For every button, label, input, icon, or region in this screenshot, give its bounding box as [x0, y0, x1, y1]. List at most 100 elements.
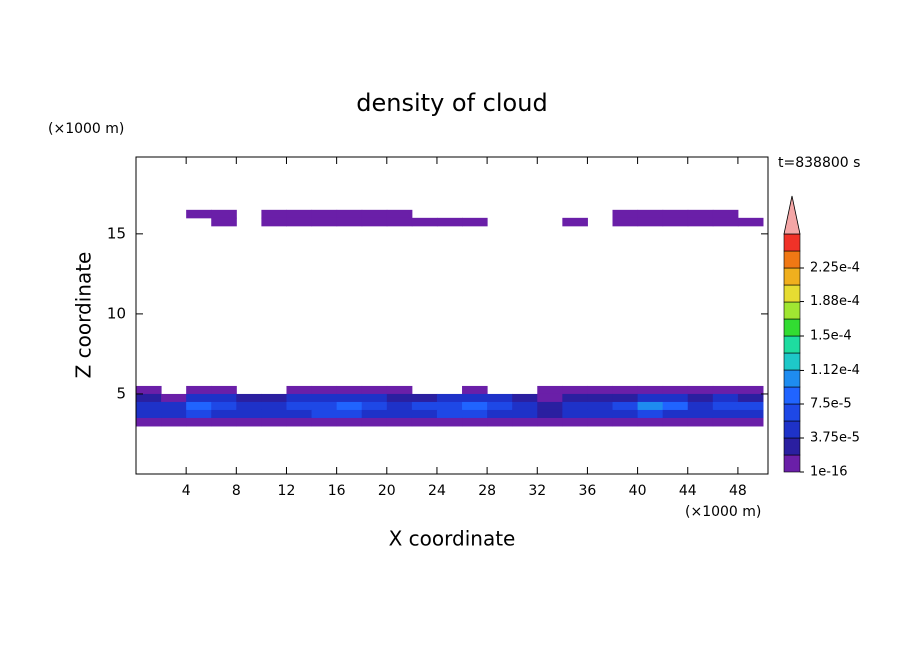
density-cell [637, 217, 664, 227]
density-cell [211, 209, 237, 219]
density-cell [361, 217, 388, 227]
density-cell [261, 209, 287, 219]
colorbar-box [783, 369, 801, 388]
density-cell [712, 209, 739, 219]
density-cell [236, 401, 262, 411]
density-cell [487, 409, 513, 419]
y-unit: (×1000 m) [48, 121, 124, 137]
density-cell [386, 393, 413, 403]
colorbar-label: 1e-16 [810, 465, 848, 480]
colorbar-label: 1.5e-4 [810, 329, 852, 344]
density-cell [436, 409, 463, 419]
density-cell [336, 401, 363, 411]
colorbar-box [783, 301, 801, 320]
x-tick-label: 48 [729, 483, 747, 499]
chart-title: density of cloud [356, 89, 547, 117]
colorbar-box [783, 437, 801, 456]
colorbar-extend [783, 195, 801, 235]
density-cell [612, 401, 639, 411]
density-cell [462, 417, 488, 427]
density-cell [687, 217, 714, 227]
density-cell [562, 417, 588, 427]
colorbar-label: 1.12e-4 [810, 363, 860, 378]
density-cell [261, 409, 287, 419]
density-cell [286, 209, 313, 219]
density-cell [487, 401, 513, 411]
density-cell [687, 385, 714, 395]
density-cell [612, 217, 639, 227]
colorbar-box [783, 454, 801, 473]
density-cell [386, 409, 413, 419]
density-cell [236, 409, 262, 419]
density-cell [186, 385, 212, 395]
x-axis-label: X coordinate [389, 527, 516, 551]
density-cell [612, 385, 639, 395]
density-cell [436, 217, 463, 227]
x-unit: (×1000 m) [685, 504, 761, 520]
density-cell [311, 401, 338, 411]
density-cell [186, 209, 212, 219]
density-cell [662, 385, 689, 395]
y-axis-label: Z coordinate [72, 252, 96, 379]
density-cell [261, 401, 287, 411]
density-cell [211, 401, 237, 411]
density-cell [286, 409, 313, 419]
density-cell [311, 385, 338, 395]
density-cell [487, 393, 513, 403]
colorbar-box [783, 420, 801, 439]
density-cell [687, 401, 714, 411]
colorbar-box [783, 250, 801, 269]
density-cell [211, 385, 237, 395]
density-cell [612, 209, 639, 219]
colorbar-label: 3.75e-5 [810, 431, 860, 446]
density-cell [336, 385, 363, 395]
density-cell [512, 409, 538, 419]
density-cell [637, 385, 664, 395]
density-cell [361, 409, 388, 419]
density-cell [411, 417, 438, 427]
density-cell [637, 209, 664, 219]
density-cell [587, 385, 614, 395]
density-cell [562, 385, 588, 395]
density-cell [336, 417, 363, 427]
density-cell [537, 385, 563, 395]
colorbar-box [783, 267, 801, 286]
density-cell [211, 417, 237, 427]
density-cell [161, 409, 187, 419]
density-cell [286, 417, 313, 427]
colorbar-box [783, 318, 801, 337]
colorbar-label: 1.88e-4 [810, 294, 860, 309]
density-cell [161, 393, 187, 403]
density-cell [637, 409, 664, 419]
density-cell [612, 409, 639, 419]
density-cell [386, 217, 413, 227]
density-cell [386, 401, 413, 411]
density-cell [186, 417, 212, 427]
colorbar-box [783, 335, 801, 354]
density-cell [236, 393, 262, 403]
density-cell [436, 393, 463, 403]
density-cell [311, 209, 338, 219]
y-tick-label: 10 [107, 304, 126, 322]
density-cell [286, 401, 313, 411]
density-cell [637, 401, 664, 411]
density-cell [136, 401, 162, 411]
x-tick-label: 44 [679, 483, 697, 499]
density-cell [587, 401, 614, 411]
density-cell [462, 393, 488, 403]
density-cell [411, 401, 438, 411]
density-cell [687, 209, 714, 219]
density-cell [286, 385, 313, 395]
density-cell [637, 417, 664, 427]
density-cell [361, 209, 388, 219]
density-cell [662, 401, 689, 411]
density-cell [161, 417, 187, 427]
density-cell [687, 417, 714, 427]
density-cell [311, 393, 338, 403]
y-tick-label: 15 [107, 224, 126, 242]
density-cell [186, 393, 212, 403]
density-cell [537, 409, 563, 419]
density-cell [436, 401, 463, 411]
density-cell [386, 417, 413, 427]
density-cell [712, 385, 739, 395]
